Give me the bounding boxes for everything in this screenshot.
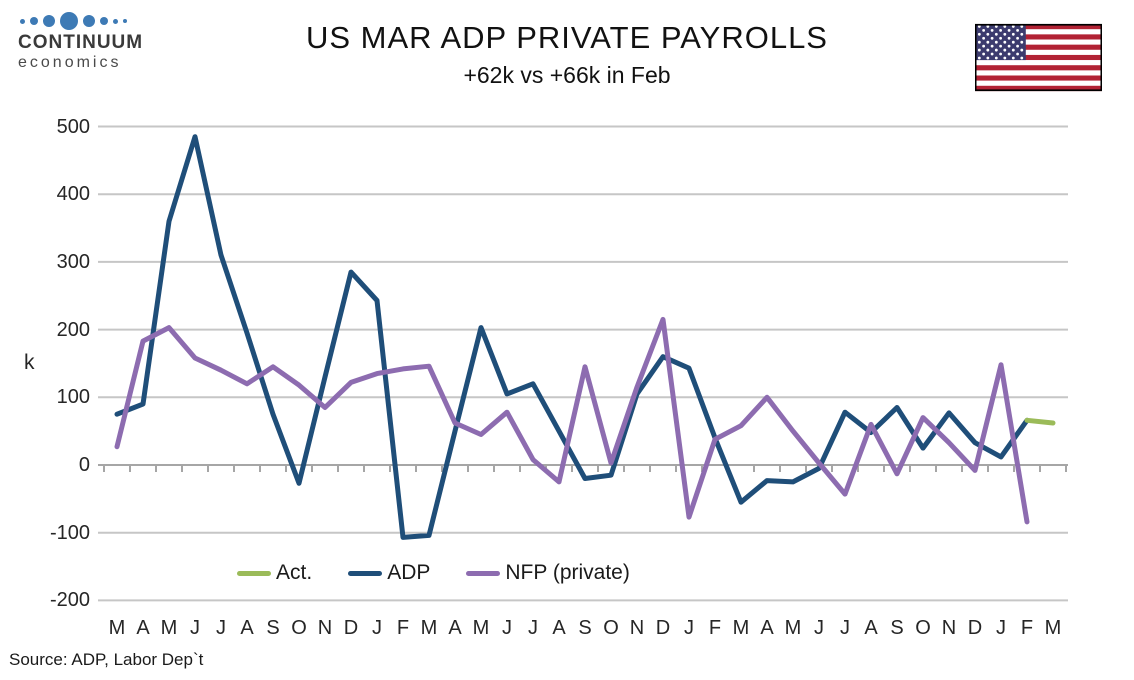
logo-brand-text: CONTINUUM <box>18 32 144 53</box>
x-month-label: N <box>629 617 645 639</box>
y-tick-label: -200 <box>49 589 90 612</box>
x-month-label: J <box>528 617 538 639</box>
x-month-label: M <box>784 617 802 639</box>
x-month-label: A <box>240 617 254 639</box>
y-tick-label: 400 <box>56 183 90 206</box>
x-month-label: A <box>448 617 462 639</box>
x-month-label: N <box>941 617 957 639</box>
x-month-label: S <box>890 617 904 639</box>
x-month-label: F <box>396 617 410 639</box>
x-month-label: J <box>684 617 694 639</box>
x-month-label: J <box>190 617 200 639</box>
y-tick-label: 0 <box>78 454 90 476</box>
x-month-label: A <box>552 617 566 639</box>
logo-dots-icon <box>20 12 168 30</box>
y-tick-label: -100 <box>49 521 90 544</box>
continuum-economics-logo: CONTINUUM economics <box>18 12 168 72</box>
chart-legend: Act. ADP NFP (private) <box>237 561 630 585</box>
legend-item: NFP (private) <box>466 561 630 585</box>
legend-label: NFP (private) <box>505 561 630 584</box>
x-month-label: N <box>317 617 333 639</box>
x-month-label: A <box>760 617 774 639</box>
x-month-label: J <box>502 617 512 639</box>
x-month-label: O <box>291 617 307 639</box>
legend-label: ADP <box>387 561 431 584</box>
x-month-label: S <box>578 617 592 639</box>
legend-label: Act. <box>276 561 313 584</box>
x-month-label: M <box>1044 617 1062 639</box>
legend-item: ADP <box>348 561 430 585</box>
x-month-label: A <box>136 617 150 639</box>
x-month-label: J <box>814 617 824 639</box>
y-tick-label: 100 <box>56 386 90 409</box>
legend-item: Act. <box>237 561 312 585</box>
x-month-label: J <box>216 617 226 639</box>
x-month-label: F <box>708 617 722 639</box>
legend-line-swatch <box>348 570 383 576</box>
x-month-label: M <box>108 617 126 639</box>
x-month-label: J <box>840 617 850 639</box>
us-flag-icon <box>975 23 1102 92</box>
x-month-label: S <box>266 617 280 639</box>
y-tick-label: 300 <box>56 250 90 273</box>
x-month-label: D <box>343 617 359 639</box>
x-month-label: A <box>864 617 878 639</box>
x-month-label: O <box>603 617 619 639</box>
x-month-label: M <box>732 617 750 639</box>
x-month-label: M <box>160 617 178 639</box>
source-note: Source: ADP, Labor Dep`t <box>9 650 204 669</box>
y-tick-label: 200 <box>56 318 90 341</box>
y-axis-unit-label: k <box>24 351 35 374</box>
x-month-label: J <box>996 617 1006 639</box>
x-month-label: J <box>372 617 382 639</box>
y-tick-label: 500 <box>56 115 90 138</box>
x-month-label: D <box>967 617 983 639</box>
legend-line-swatch <box>466 570 501 576</box>
x-month-label: O <box>915 617 931 639</box>
legend-line-swatch <box>237 570 271 576</box>
x-month-label: M <box>472 617 490 639</box>
logo-sub-text: economics <box>18 54 122 71</box>
x-month-label: D <box>655 617 671 639</box>
x-month-label: M <box>420 617 438 639</box>
x-month-label: F <box>1020 617 1034 639</box>
